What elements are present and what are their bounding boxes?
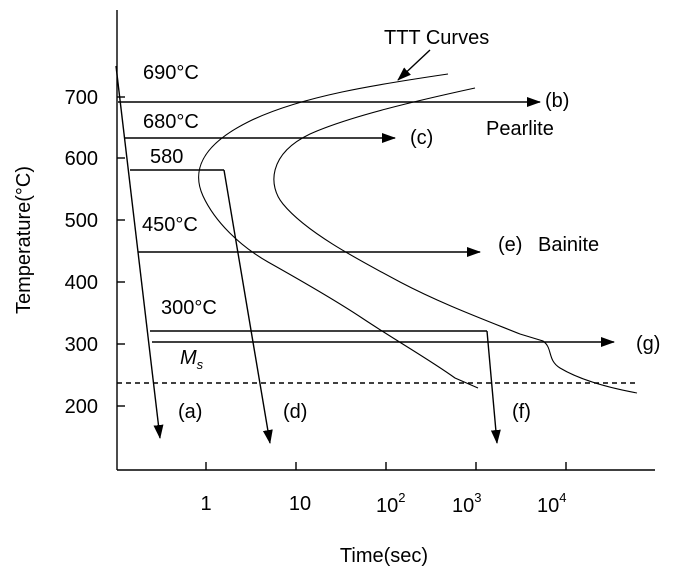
cooling-paths xyxy=(115,49,615,444)
ttt-curves-label: TTT Curves xyxy=(384,27,489,49)
x-axis-label: Time(sec) xyxy=(340,545,428,567)
bainite-label: Bainite xyxy=(538,234,599,256)
y-axis-label: Temperature(°C) xyxy=(13,166,35,314)
path-f-label: (f) xyxy=(512,401,531,423)
y-tick-600: 600 xyxy=(65,148,98,170)
ttt-start-curve xyxy=(198,73,479,389)
path-d-label: (d) xyxy=(283,401,307,423)
x-tick-10: 10 xyxy=(289,493,311,515)
temp-580-label: 580 xyxy=(150,146,183,168)
x-tick-100: 102 xyxy=(376,490,405,517)
temp-450-label: 450°C xyxy=(142,214,198,236)
x-tick-labels: 1 10 102 103 104 xyxy=(200,490,566,517)
path-d-arrow xyxy=(223,169,273,444)
x-ticks xyxy=(205,462,567,470)
x-tick-10000: 104 xyxy=(537,490,566,517)
y-tick-400: 400 xyxy=(65,272,98,294)
path-f-arrow xyxy=(486,330,501,444)
x-tick-1: 1 xyxy=(200,493,211,515)
y-tick-500: 500 xyxy=(65,210,98,232)
temp-300-label: 300°C xyxy=(161,297,217,319)
path-e-label: (e) xyxy=(498,234,522,256)
temp-690-label: 690°C xyxy=(143,62,199,84)
ttt-label-pointer xyxy=(397,49,431,81)
path-c-label: (c) xyxy=(410,127,433,149)
path-b-label: (b) xyxy=(545,90,569,112)
x-tick-1000: 103 xyxy=(452,490,481,517)
y-tick-300: 300 xyxy=(65,334,98,356)
y-tick-labels: 700 600 500 400 300 200 xyxy=(65,87,98,418)
path-a-label: (a) xyxy=(178,401,202,423)
y-tick-200: 200 xyxy=(65,396,98,418)
ttt-finish-curve xyxy=(273,87,638,394)
y-ticks xyxy=(117,96,125,407)
pearlite-label: Pearlite xyxy=(486,118,554,140)
temp-680-label: 680°C xyxy=(143,111,199,133)
y-tick-700: 700 xyxy=(65,87,98,109)
path-g-label: (g) xyxy=(636,333,660,355)
ms-label: Ms xyxy=(180,347,204,372)
